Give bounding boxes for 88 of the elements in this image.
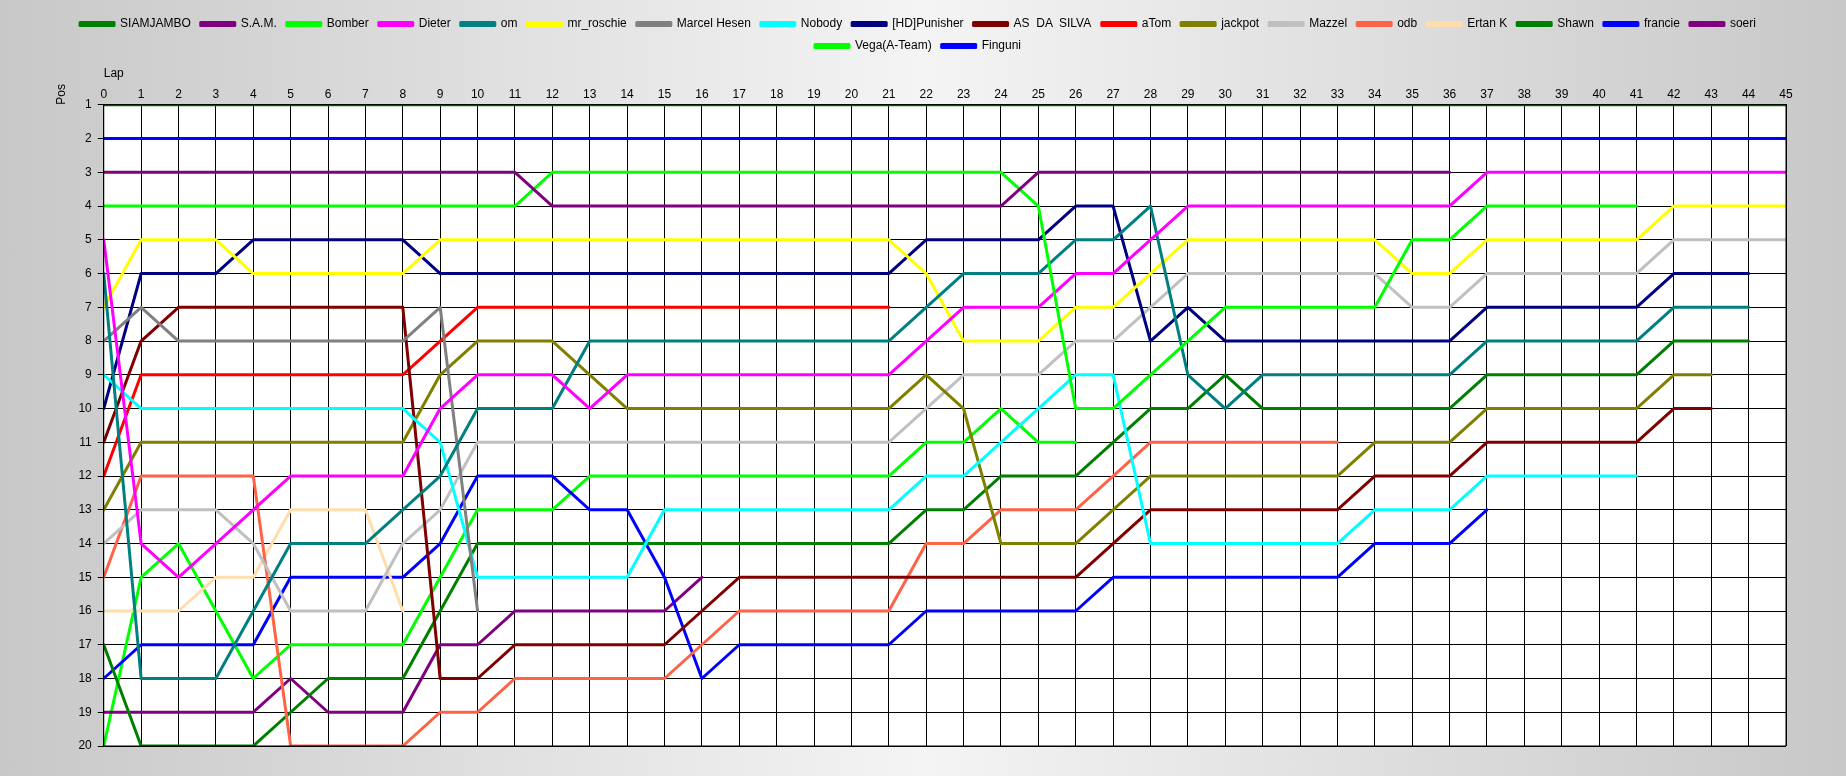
x-tick-label: 36 bbox=[1442, 86, 1457, 101]
y-tick-label: 14 bbox=[78, 535, 93, 550]
y-tick-label: 1 bbox=[85, 97, 93, 112]
legend-label: mr_roschie bbox=[567, 16, 628, 31]
y-tick-label: 7 bbox=[85, 299, 93, 314]
x-tick-label: 40 bbox=[1592, 86, 1607, 101]
y-tick-label: 4 bbox=[85, 198, 93, 213]
x-tick-label: 15 bbox=[657, 86, 672, 101]
x-tick-label: 26 bbox=[1069, 86, 1083, 101]
x-tick-label: 44 bbox=[1741, 86, 1756, 101]
x-tick-label: 14 bbox=[620, 86, 635, 101]
x-tick-label: 4 bbox=[249, 86, 257, 101]
y-tick-label: 12 bbox=[78, 468, 93, 483]
y-tick-label: 13 bbox=[78, 502, 93, 517]
legend-label: SIAMJAMBO bbox=[120, 16, 191, 31]
x-tick-label: 20 bbox=[844, 86, 859, 101]
legend-label: Finguni bbox=[981, 38, 1022, 53]
x-tick-label: 22 bbox=[919, 86, 934, 101]
legend-label: Mazzel bbox=[1309, 16, 1348, 31]
legend-label: om bbox=[500, 16, 518, 31]
x-tick-label: 43 bbox=[1704, 86, 1719, 101]
x-tick-label: 11 bbox=[508, 86, 522, 101]
x-tick-label: 2 bbox=[175, 86, 183, 101]
x-tick-label: 18 bbox=[769, 86, 784, 101]
y-tick-label: 10 bbox=[78, 400, 93, 415]
legend-label: AS DA SILVA bbox=[1013, 16, 1092, 31]
legend-label: Bomber bbox=[326, 16, 369, 31]
x-axis-title: Lap bbox=[103, 65, 125, 80]
x-tick-label: 27 bbox=[1106, 86, 1121, 101]
x-tick-label: 31 bbox=[1255, 86, 1270, 101]
y-tick-label: 20 bbox=[78, 738, 93, 753]
x-tick-label: 33 bbox=[1330, 86, 1345, 101]
y-axis-title: Pos bbox=[53, 84, 68, 105]
y-tick-label: 19 bbox=[78, 704, 93, 719]
x-tick-label: 19 bbox=[807, 86, 822, 101]
y-tick-label: 6 bbox=[85, 265, 93, 280]
y-tick-label: 9 bbox=[85, 367, 93, 382]
y-tick-label: 11 bbox=[79, 434, 93, 449]
x-tick-label: 24 bbox=[994, 86, 1008, 101]
x-tick-label: 42 bbox=[1667, 86, 1681, 101]
y-tick-label: 5 bbox=[85, 232, 93, 247]
y-tick-label: 16 bbox=[78, 603, 93, 618]
x-tick-label: 5 bbox=[287, 86, 295, 101]
legend-label: francie bbox=[1643, 16, 1681, 31]
x-tick-label: 8 bbox=[399, 86, 407, 101]
x-tick-label: 3 bbox=[212, 86, 220, 101]
y-tick-label: 3 bbox=[85, 164, 93, 179]
legend-label: Dieter bbox=[418, 16, 451, 31]
legend-label: odb bbox=[1397, 16, 1418, 31]
x-tick-label: 35 bbox=[1405, 86, 1420, 101]
x-tick-label: 38 bbox=[1517, 86, 1532, 101]
legend-label: Marcel Hesen bbox=[676, 16, 751, 31]
x-tick-label: 17 bbox=[732, 86, 747, 101]
legend-label: Vega(A-Team) bbox=[854, 38, 932, 53]
x-tick-label: 25 bbox=[1031, 86, 1046, 101]
legend-label: Shawn bbox=[1557, 16, 1594, 31]
legend-label: [HD]Punisher bbox=[892, 16, 964, 31]
legend-label: Nobody bbox=[800, 16, 843, 31]
x-tick-label: 1 bbox=[137, 86, 145, 101]
y-tick-label: 8 bbox=[85, 333, 93, 348]
y-tick-label: 17 bbox=[78, 637, 93, 652]
x-tick-label: 9 bbox=[436, 86, 444, 101]
x-tick-label: 7 bbox=[362, 86, 370, 101]
y-tick-label: 18 bbox=[78, 670, 93, 685]
x-tick-label: 30 bbox=[1218, 86, 1233, 101]
x-tick-label: 29 bbox=[1181, 86, 1195, 101]
x-tick-label: 13 bbox=[583, 86, 597, 101]
x-tick-label: 28 bbox=[1143, 86, 1158, 101]
x-tick-label: 21 bbox=[882, 86, 896, 101]
x-tick-label: 23 bbox=[956, 86, 971, 101]
legend-label: S.A.M. bbox=[240, 16, 277, 31]
legend-label: Ertan K bbox=[1467, 16, 1508, 31]
x-tick-label: 16 bbox=[695, 86, 709, 101]
x-tick-label: 10 bbox=[470, 86, 485, 101]
x-tick-label: 41 bbox=[1629, 86, 1644, 101]
legend-label: soeri bbox=[1729, 16, 1756, 31]
legend-label: jackpot bbox=[1220, 16, 1260, 31]
y-tick-label: 2 bbox=[85, 130, 93, 145]
legend-label: aTom bbox=[1141, 16, 1172, 31]
x-tick-label: 32 bbox=[1293, 86, 1308, 101]
x-tick-label: 34 bbox=[1368, 86, 1382, 101]
x-tick-label: 45 bbox=[1779, 86, 1793, 101]
y-tick-label: 15 bbox=[78, 569, 93, 584]
x-tick-label: 0 bbox=[100, 86, 108, 101]
x-tick-label: 39 bbox=[1555, 86, 1569, 101]
x-tick-label: 6 bbox=[324, 86, 332, 101]
x-tick-label: 12 bbox=[545, 86, 560, 101]
x-tick-label: 37 bbox=[1480, 86, 1494, 101]
